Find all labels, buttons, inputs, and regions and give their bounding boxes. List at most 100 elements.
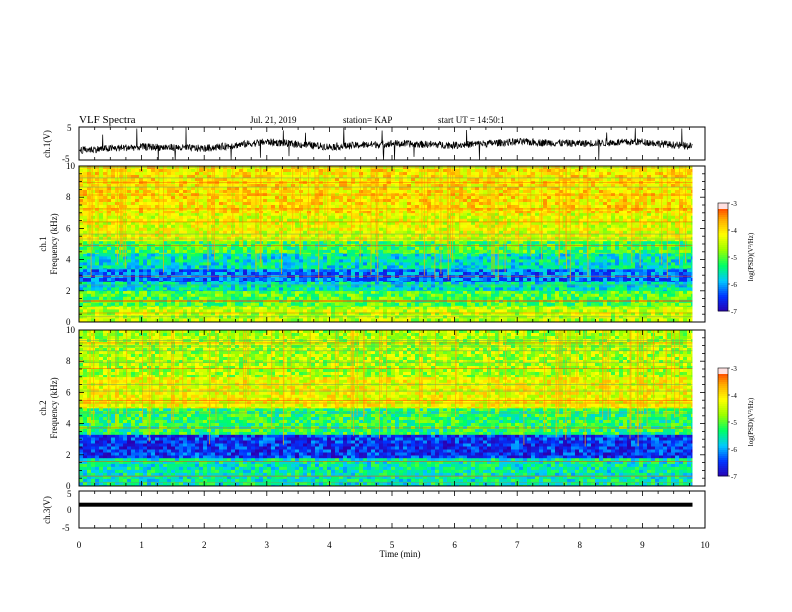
spectrogram-cell	[483, 265, 488, 269]
spectrogram-cell	[291, 265, 296, 269]
spectrogram-cell	[595, 309, 600, 313]
spectrogram-cell	[603, 306, 608, 310]
spectrogram-cell	[543, 259, 548, 263]
spectrogram-cell	[187, 262, 192, 266]
spectrogram-cell	[243, 249, 248, 254]
spectrogram-cell	[143, 290, 148, 292]
spectrogram-cell	[551, 287, 556, 291]
spectrogram-cell	[575, 312, 580, 316]
spectrogram-cell	[447, 290, 452, 295]
spectrogram-cell	[271, 309, 276, 313]
spectrogram-cell	[563, 306, 568, 310]
spectrogram-cell	[155, 252, 160, 254]
spectrogram-cell	[283, 253, 288, 257]
spectrogram-cell	[555, 318, 560, 322]
spectrogram-cell	[539, 290, 544, 292]
spectrogram-cell	[95, 278, 100, 282]
spectrogram-cell	[479, 290, 484, 295]
spectrogram-cell	[467, 278, 472, 282]
spectrogram-cell	[159, 240, 164, 245]
spectrogram-cell	[487, 253, 492, 257]
spectrogram-cell	[487, 252, 492, 254]
spectrogram-cell	[407, 312, 412, 316]
spectrogram-cell	[131, 309, 136, 313]
spectrogram-cell	[487, 287, 492, 291]
spectrogram-cell	[83, 305, 88, 307]
spectrogram-cell	[519, 306, 524, 310]
spectrogram-cell	[599, 296, 604, 301]
spectrogram-cell	[391, 268, 396, 270]
spectrogram-cell	[155, 240, 160, 245]
spectrogram-cell	[679, 281, 684, 285]
spectrogram-cell	[495, 249, 500, 254]
spectrogram-cell	[415, 290, 420, 295]
spectrogram-cell	[423, 281, 428, 285]
spectrogram-cell	[435, 305, 440, 307]
spectrogram-cell	[467, 268, 472, 270]
spectrogram-cell	[631, 281, 636, 285]
spectrogram-cell	[375, 306, 380, 310]
spectrogram-cell	[395, 240, 400, 245]
spectrogram-cell	[223, 281, 228, 282]
spectrogram-cell	[139, 306, 144, 310]
spectrogram-cell	[243, 302, 248, 307]
spectrogram-cell	[491, 262, 496, 266]
spectrogram-cell	[555, 305, 560, 307]
spectrogram-cell	[219, 284, 224, 288]
spectrogram-cell	[235, 287, 240, 291]
spectrogram-cell	[95, 281, 100, 285]
spectrogram-cell	[195, 306, 200, 310]
spectrogram-cell	[387, 312, 392, 316]
spectrogram-cell	[567, 281, 572, 282]
spectrogram-cell	[87, 281, 92, 285]
spectrogram-cell	[579, 272, 584, 276]
spectrogram-cell	[355, 259, 360, 263]
spectrogram-cell	[287, 287, 292, 291]
spectrogram-cell	[527, 287, 532, 291]
spectrogram-cell	[515, 296, 520, 301]
spectrogram-cell	[371, 290, 376, 292]
spectrogram-cell	[299, 290, 304, 292]
spectrogram-cell	[371, 306, 376, 310]
spectrogram-cell	[95, 249, 100, 254]
spectrogram-cell	[339, 262, 344, 266]
spectrogram-cell	[455, 253, 460, 257]
spectrogram-cell	[495, 278, 500, 282]
spectrogram-cell	[119, 252, 124, 254]
spectrogram-cell	[603, 268, 608, 270]
spectrogram-cell	[395, 287, 400, 291]
spectrogram-cell	[383, 305, 388, 307]
spectrogram-cell	[443, 259, 448, 263]
spectrogram-cell	[631, 262, 636, 266]
spectrogram-cell	[119, 290, 124, 295]
spectrogram-cell	[407, 268, 412, 270]
spectrogram-cell	[487, 249, 492, 254]
spectrogram-cell	[151, 293, 156, 298]
spectrogram-cell	[167, 240, 172, 245]
spectrogram-cell	[451, 306, 456, 310]
spectrogram-cell	[479, 246, 484, 251]
spectrogram-cell	[303, 249, 308, 254]
spectrogram-cell	[619, 240, 624, 245]
spectrogram-cell	[99, 284, 104, 288]
spectrogram-cell	[667, 265, 672, 269]
spectrogram-cell	[579, 312, 584, 316]
spectrogram-cell	[159, 253, 164, 257]
spectrogram-cell	[323, 306, 328, 310]
spectrogram-cell	[523, 309, 528, 313]
spectrogram-cell	[283, 293, 288, 298]
spectrogram-cell	[491, 293, 496, 298]
spectrogram-cell	[407, 281, 412, 282]
spectrogram-cell	[403, 246, 408, 251]
spectrogram-cell	[527, 259, 532, 263]
spectrogram-cell	[519, 252, 524, 254]
spectrogram-cell	[271, 269, 276, 273]
spectrogram-cell	[307, 302, 312, 307]
spectrogram-cell	[219, 287, 224, 291]
spectrogram-cell	[419, 290, 424, 292]
spectrogram-cell	[287, 281, 292, 282]
spectrogram-cell	[567, 262, 572, 266]
spectrogram-cell	[459, 281, 464, 282]
spectrogram-cell	[643, 318, 648, 322]
spectrogram-cell	[303, 272, 308, 276]
